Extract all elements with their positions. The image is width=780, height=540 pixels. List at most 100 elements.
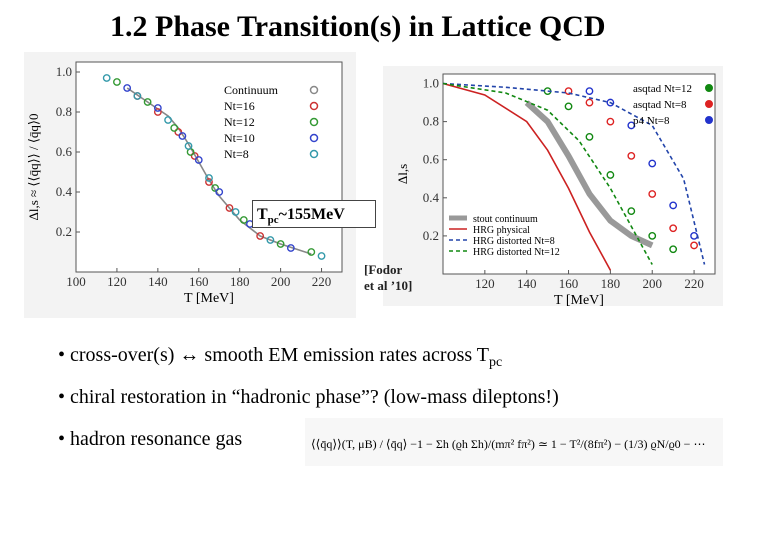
slide-title: 1.2 Phase Transition(s) in Lattice QCD bbox=[110, 10, 606, 43]
data-point bbox=[153, 104, 162, 112]
hrg-formula: ⟨⟨q̄q⟩⟩(T, μB) / ⟨q̄q⟩ −1 − Σh (ϱh Σh)/(… bbox=[305, 418, 723, 466]
data-point bbox=[231, 208, 240, 216]
y-tick-label: 0.8 bbox=[423, 114, 439, 129]
data-point bbox=[307, 248, 316, 256]
y-axis-label: Δl,s ≈ ⟨⟨q̄q⟩⟩ / ⟨q̄q⟩0 bbox=[26, 114, 41, 221]
data-point bbox=[190, 152, 199, 160]
legend-label: Nt=12 bbox=[224, 115, 255, 129]
x-tick-label: 140 bbox=[517, 276, 537, 291]
data-point bbox=[276, 240, 285, 248]
data-point bbox=[113, 78, 121, 86]
legend-top-marker bbox=[705, 100, 713, 108]
data-point bbox=[585, 98, 594, 107]
data-point bbox=[102, 74, 111, 82]
citation-line-2: et al ’10] bbox=[364, 278, 413, 293]
data-point bbox=[627, 121, 636, 130]
x-tick-label: 100 bbox=[66, 274, 86, 289]
legend-marker bbox=[309, 149, 319, 159]
data-point bbox=[170, 124, 179, 132]
legend-label: Nt=16 bbox=[224, 99, 255, 113]
data-point bbox=[627, 152, 636, 160]
x-tick-label: 200 bbox=[271, 274, 291, 289]
x-tick-label: 120 bbox=[475, 276, 495, 291]
y-tick-label: 0.4 bbox=[423, 190, 440, 205]
data-point bbox=[669, 245, 678, 254]
data-point bbox=[164, 116, 172, 124]
right-chart-panel: 120 140 160 180 200 220 0.2 0.4 0.6 0.8 1.0 T [MeV]… bbox=[383, 66, 723, 308]
data-point bbox=[606, 98, 615, 107]
data-point bbox=[627, 207, 636, 216]
data-point bbox=[123, 84, 132, 92]
data-point bbox=[194, 156, 203, 164]
x-tick-label: 140 bbox=[148, 274, 168, 289]
data-point bbox=[648, 190, 657, 198]
x-tick-label: 120 bbox=[107, 274, 127, 289]
tpc-annotation: Tpc~155MeV bbox=[252, 200, 376, 228]
x-tick-label: 180 bbox=[601, 276, 621, 291]
legend-top-label: p4 Nt=8 bbox=[633, 115, 670, 127]
tpc-value: ~155MeV bbox=[278, 206, 345, 223]
left-chart: 100 120 140 160 180 200 220 0.2 0.4 0.6 0.8 1.0 T [M… bbox=[26, 61, 343, 306]
data-point bbox=[266, 236, 275, 244]
legend-bottom-label: stout continuum bbox=[473, 214, 538, 225]
data-point bbox=[317, 252, 326, 260]
legend-marker bbox=[309, 85, 319, 95]
data-point bbox=[669, 201, 678, 210]
citation-line-1: [Fodor bbox=[364, 262, 403, 277]
citation: [Fodor et al ’10] bbox=[364, 262, 412, 294]
legend-top-label: asqtad Nt=12 bbox=[633, 83, 692, 95]
left-chart-panel: 100 120 140 160 180 200 220 0.2 0.4 0.6 0.8 1.0 T [M… bbox=[24, 52, 356, 318]
data-point bbox=[143, 98, 152, 106]
data-point bbox=[585, 132, 594, 141]
x-tick-label: 160 bbox=[559, 276, 579, 291]
bullet-crossover: • cross-over(s) ↔ smooth EM emission rat… bbox=[58, 344, 502, 371]
y-tick-label: 1.0 bbox=[423, 76, 439, 91]
bullet-crossover-text: • cross-over(s) ↔ smooth EM emission rat… bbox=[58, 344, 490, 366]
bullet-chiral-restoration: • chiral restoration in “hadronic phase”… bbox=[58, 386, 559, 408]
data-point bbox=[178, 132, 187, 140]
data-point bbox=[174, 128, 183, 136]
x-tick-label: 160 bbox=[189, 274, 209, 289]
x-tick-label: 220 bbox=[312, 274, 332, 289]
data-point bbox=[690, 241, 698, 250]
y-axis-label: Δl,s bbox=[395, 164, 410, 184]
bullet-hadron-gas: • hadron resonance gas bbox=[58, 428, 243, 450]
data-point bbox=[211, 184, 220, 192]
data-point bbox=[256, 232, 265, 240]
series-line-5 bbox=[442, 82, 706, 265]
y-tick-label: 1.0 bbox=[56, 64, 72, 79]
legend-marker bbox=[309, 101, 319, 111]
legend-bottom-label: HRG physical bbox=[473, 225, 530, 236]
x-tick-label: 180 bbox=[230, 274, 250, 289]
data-point bbox=[215, 188, 224, 196]
y-tick-label: 0.6 bbox=[423, 152, 440, 167]
data-point bbox=[153, 108, 162, 116]
legend-top-label: asqtad Nt=8 bbox=[633, 99, 687, 111]
series-line-3 bbox=[524, 100, 654, 249]
y-tick-label: 0.8 bbox=[56, 104, 72, 119]
data-point bbox=[585, 87, 594, 96]
plot-frame bbox=[75, 61, 343, 273]
tpc-label: T bbox=[257, 206, 268, 223]
data-point bbox=[669, 224, 678, 233]
data-point bbox=[648, 232, 657, 240]
legend-label: Nt=10 bbox=[224, 131, 255, 145]
x-tick-label: 220 bbox=[684, 276, 704, 291]
legend-marker bbox=[309, 117, 319, 127]
legend-marker bbox=[309, 133, 319, 143]
data-point bbox=[205, 178, 213, 186]
legend-bottom-label: HRG distorted Nt=8 bbox=[473, 236, 555, 247]
data-point bbox=[648, 159, 657, 168]
data-point bbox=[606, 171, 615, 179]
data-point bbox=[225, 204, 234, 212]
data-point bbox=[606, 117, 615, 126]
data-point bbox=[564, 102, 573, 111]
formula-svg: ⟨⟨q̄q⟩⟩(T, μB) / ⟨q̄q⟩ −1 − Σh (ϱh Σh)/(… bbox=[311, 437, 705, 451]
formula-text: ⟨⟨q̄q⟩⟩(T, μB) / ⟨q̄q⟩ −1 − Σh (ϱh Σh)/(… bbox=[311, 437, 705, 451]
data-point bbox=[564, 87, 573, 96]
right-chart: 120 140 160 180 200 220 0.2 0.4 0.6 0.8 1.0 T [MeV]… bbox=[395, 73, 716, 308]
x-axis-label: T [MeV] bbox=[184, 291, 234, 306]
x-tick-label: 200 bbox=[642, 276, 662, 291]
legend-label: Nt=8 bbox=[224, 147, 249, 161]
legend-bottom-label: HRG distorted Nt=12 bbox=[473, 247, 560, 258]
